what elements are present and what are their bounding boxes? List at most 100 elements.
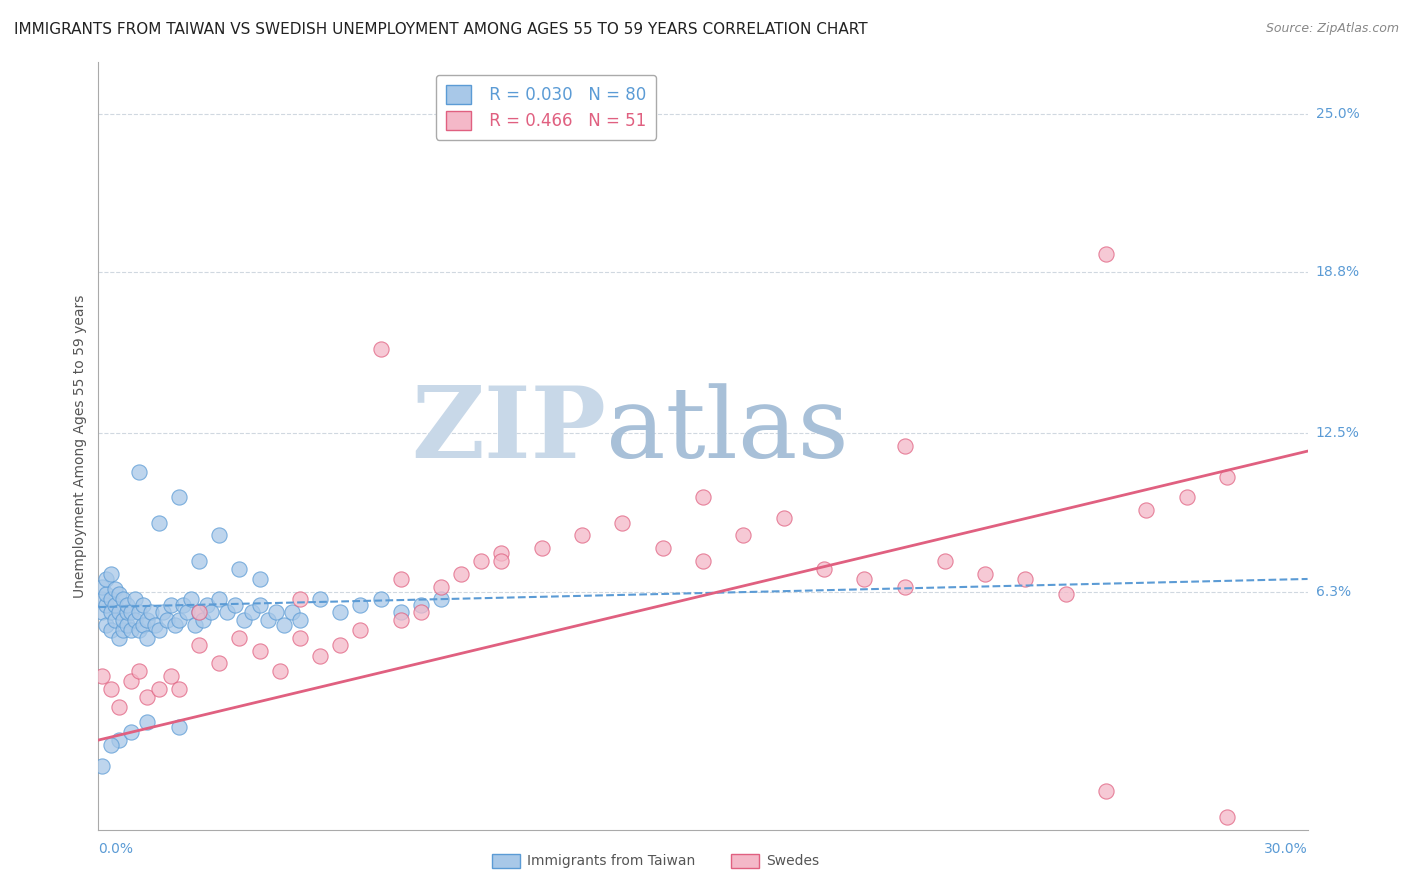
Point — [240, 605, 263, 619]
Point — [188, 554, 211, 568]
Point — [188, 639, 211, 653]
Point — [288, 592, 311, 607]
Point — [200, 605, 222, 619]
Point — [370, 592, 392, 607]
Point — [1216, 469, 1239, 483]
Text: Swedes: Swedes — [766, 854, 820, 868]
Point — [389, 572, 412, 586]
Point — [128, 465, 150, 479]
Point — [188, 605, 211, 619]
Point — [273, 618, 295, 632]
Point — [193, 613, 215, 627]
Point — [228, 562, 250, 576]
Point — [217, 605, 239, 619]
Point — [1014, 572, 1036, 586]
Point — [135, 690, 157, 704]
Point — [430, 580, 453, 594]
Point — [96, 598, 118, 612]
Point — [269, 664, 291, 678]
Point — [120, 605, 142, 619]
Point — [491, 554, 513, 568]
Point — [115, 618, 138, 632]
Point — [160, 669, 183, 683]
Point — [107, 605, 129, 619]
Point — [176, 605, 198, 619]
Point — [96, 587, 118, 601]
Text: IMMIGRANTS FROM TAIWAN VS SWEDISH UNEMPLOYMENT AMONG AGES 55 TO 59 YEARS CORRELA: IMMIGRANTS FROM TAIWAN VS SWEDISH UNEMPL… — [14, 22, 868, 37]
Point — [184, 618, 207, 632]
Point — [167, 681, 190, 696]
Text: 30.0%: 30.0% — [1264, 842, 1308, 856]
Text: 0.0%: 0.0% — [98, 842, 134, 856]
Point — [172, 598, 194, 612]
Point — [1095, 784, 1118, 798]
Point — [349, 623, 371, 637]
Point — [148, 681, 170, 696]
Point — [180, 592, 202, 607]
Point — [224, 598, 246, 612]
Point — [430, 592, 453, 607]
Point — [135, 715, 157, 730]
Point — [128, 664, 150, 678]
Point — [156, 613, 179, 627]
Point — [893, 580, 915, 594]
Point — [107, 733, 129, 747]
Point — [128, 623, 150, 637]
Text: 6.3%: 6.3% — [1316, 585, 1351, 599]
Point — [107, 631, 129, 645]
Text: 25.0%: 25.0% — [1316, 106, 1360, 120]
Point — [91, 592, 114, 607]
Point — [100, 623, 122, 637]
Text: Immigrants from Taiwan: Immigrants from Taiwan — [527, 854, 696, 868]
Point — [651, 541, 673, 556]
Point — [853, 572, 876, 586]
Point — [288, 631, 311, 645]
Point — [135, 613, 157, 627]
Text: atlas: atlas — [606, 383, 849, 478]
Point — [120, 674, 142, 689]
Point — [249, 598, 271, 612]
Point — [100, 592, 122, 607]
Point — [1135, 503, 1157, 517]
Point — [470, 554, 492, 568]
Point — [491, 546, 513, 560]
Point — [132, 598, 155, 612]
Point — [256, 613, 278, 627]
Point — [107, 587, 129, 601]
Point — [107, 699, 129, 714]
Point — [148, 516, 170, 530]
Point — [103, 598, 125, 612]
Point — [91, 758, 114, 772]
Point — [249, 643, 271, 657]
Point — [111, 623, 134, 637]
Text: 18.8%: 18.8% — [1316, 265, 1360, 279]
Point — [100, 681, 122, 696]
Point — [893, 439, 915, 453]
Point — [228, 631, 250, 645]
Point — [115, 598, 138, 612]
Point — [450, 566, 472, 581]
Text: 12.5%: 12.5% — [1316, 426, 1360, 441]
Point — [208, 528, 231, 542]
Point — [934, 554, 956, 568]
Point — [208, 592, 231, 607]
Point — [264, 605, 287, 619]
Point — [100, 605, 122, 619]
Point — [733, 528, 755, 542]
Point — [370, 342, 392, 356]
Point — [167, 720, 190, 734]
Point — [96, 618, 118, 632]
Point — [571, 528, 593, 542]
Point — [163, 618, 186, 632]
Point — [111, 613, 134, 627]
Point — [530, 541, 553, 556]
Point — [281, 605, 304, 619]
Point — [288, 613, 311, 627]
Point — [100, 738, 122, 752]
Point — [111, 592, 134, 607]
Point — [135, 631, 157, 645]
Point — [167, 613, 190, 627]
Text: ZIP: ZIP — [412, 382, 606, 479]
Point — [188, 605, 211, 619]
Point — [1095, 247, 1118, 261]
